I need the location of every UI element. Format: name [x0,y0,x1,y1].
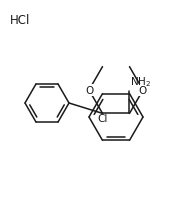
Text: HCl: HCl [10,14,30,26]
Text: O: O [139,86,147,96]
Text: Cl: Cl [97,113,108,123]
Text: NH$_2$: NH$_2$ [130,75,152,89]
Text: O: O [85,86,93,96]
